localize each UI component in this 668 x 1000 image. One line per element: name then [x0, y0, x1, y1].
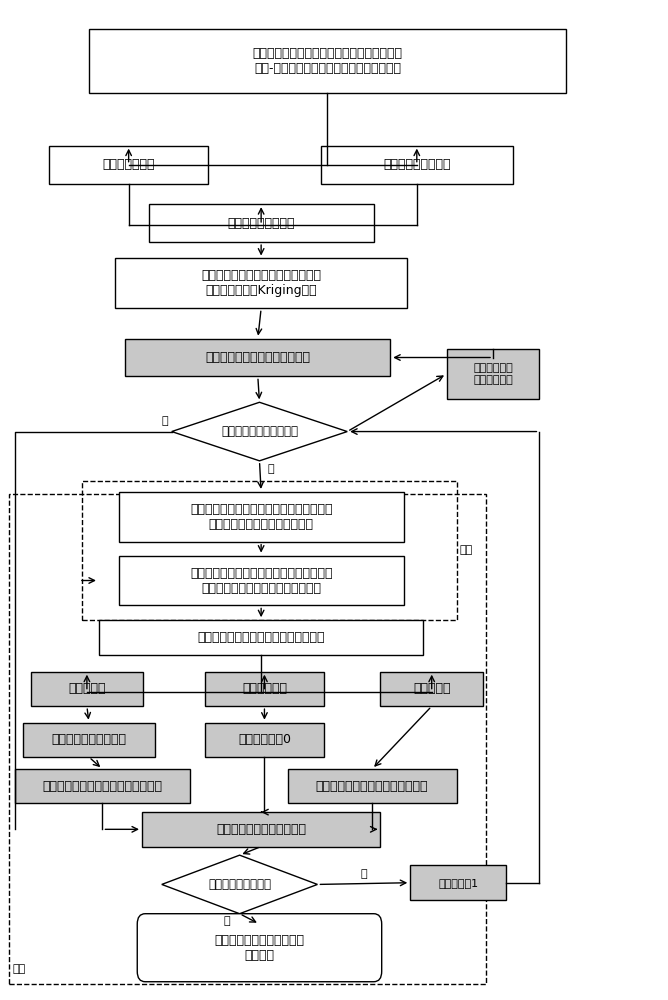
Text: 交叉变异后生
成下一代种群: 交叉变异后生 成下一代种群 [473, 363, 513, 385]
Text: 是: 是 [223, 916, 230, 926]
Text: 外层: 外层 [13, 964, 26, 974]
Bar [321, 146, 513, 184]
Text: 是否达到收敛条件？: 是否达到收敛条件？ [208, 878, 271, 891]
Bar [148, 204, 374, 242]
Bar [99, 620, 424, 655]
Bar [142, 812, 380, 847]
Text: 协同仿真获得样本点: 协同仿真获得样本点 [227, 217, 295, 230]
Text: 是否达到最大迭代次数？: 是否达到最大迭代次数？ [221, 425, 298, 438]
Bar [82, 481, 456, 620]
Text: 基于可行稳健性指数进行优劣排序: 基于可行稳健性指数进行优劣排序 [316, 780, 428, 793]
Bar [119, 556, 403, 605]
Text: 根据排序号计算相应适应度: 根据排序号计算相应适应度 [216, 823, 306, 836]
Text: 完全不可行解: 完全不可行解 [242, 682, 287, 695]
Text: 输出适应度最大的设计向量
为最优解: 输出适应度最大的设计向量 为最优解 [214, 934, 305, 962]
Bar [23, 723, 155, 757]
Bar [447, 349, 539, 399]
Bar [31, 672, 143, 706]
Bar [116, 258, 407, 308]
Bar [126, 339, 390, 376]
Text: 代入概率变量并采用蒙特卡洛法，计算目标
和约束性能函数相应的均值和标准差: 代入概率变量并采用蒙特卡洛法，计算目标 和约束性能函数相应的均值和标准差 [190, 567, 333, 595]
Text: 基于负理想解贴近距离进行优劣排序: 基于负理想解贴近距离进行优劣排序 [43, 780, 162, 793]
Text: 根据压力机上横梁稳健性设计要求，建立考虑
概率-区间混合不确定性的稳健优化设计模型: 根据压力机上横梁稳健性设计要求，建立考虑 概率-区间混合不确定性的稳健优化设计模… [253, 47, 402, 75]
Polygon shape [162, 855, 317, 914]
Bar [15, 769, 190, 803]
Text: 计算负理想解贴近距离: 计算负理想解贴近距离 [51, 733, 126, 746]
Text: 构建参数化模型: 构建参数化模型 [102, 158, 155, 171]
Polygon shape [172, 402, 347, 461]
Text: 初始化遗传算法，生成初始种群: 初始化遗传算法，生成初始种群 [205, 351, 311, 364]
Bar [288, 769, 456, 803]
Bar [9, 494, 486, 984]
Text: 内层: 内层 [460, 545, 473, 555]
Bar [380, 672, 483, 706]
Text: 计算所有设计向量的总可行稳健性指数: 计算所有设计向量的总可行稳健性指数 [197, 631, 325, 644]
Text: 迭代次数加1: 迭代次数加1 [438, 878, 478, 888]
Bar [119, 492, 403, 542]
Text: 是: 是 [162, 416, 168, 426]
Text: 采用拉丁超立方采样: 采用拉丁超立方采样 [383, 158, 450, 171]
Text: 适应度赋值为0: 适应度赋值为0 [238, 733, 291, 746]
Text: 部分可行解: 部分可行解 [413, 682, 450, 695]
Text: 完全可行解: 完全可行解 [68, 682, 106, 695]
Bar [205, 723, 324, 757]
Text: 否: 否 [267, 464, 274, 474]
Text: 否: 否 [361, 869, 367, 879]
Bar [410, 865, 506, 900]
Bar [89, 29, 566, 93]
Text: 取概率变量为均值，采用区间算法计算目标
和约束性能函数的的中点和半宽: 取概率变量为均值，采用区间算法计算目标 和约束性能函数的的中点和半宽 [190, 503, 333, 531]
Text: 基于样本点构建压力机上横梁目标和
约束性能函数的Kriging模型: 基于样本点构建压力机上横梁目标和 约束性能函数的Kriging模型 [201, 269, 321, 297]
Bar [205, 672, 324, 706]
Bar [49, 146, 208, 184]
FancyBboxPatch shape [137, 914, 381, 982]
